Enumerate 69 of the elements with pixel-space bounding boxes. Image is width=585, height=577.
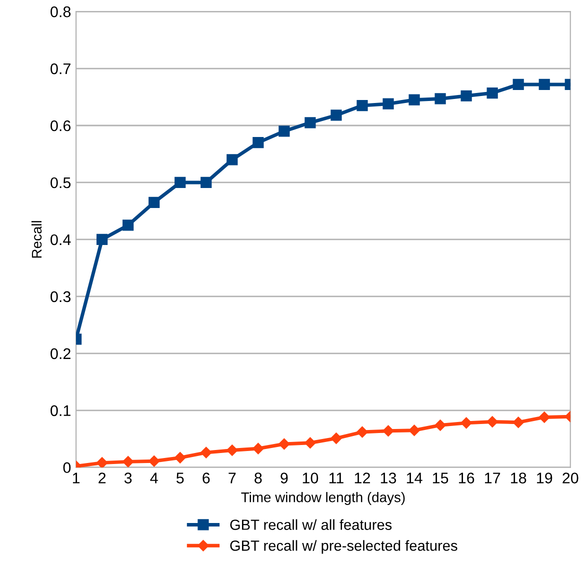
- y-tick-label: 0.8: [50, 6, 71, 18]
- point: [200, 176, 212, 188]
- y-tick-label: 0.3: [50, 291, 71, 302]
- x-tick-label: 10: [302, 472, 318, 484]
- legend-label: GBT recall w/ all features: [230, 519, 392, 530]
- point: [486, 416, 498, 428]
- point: [226, 444, 238, 456]
- point: [460, 417, 472, 429]
- point: [96, 234, 108, 246]
- point: [382, 425, 394, 437]
- y-tick-label: 0.4: [50, 234, 71, 246]
- y-tick-label: 0.1: [50, 405, 70, 416]
- y-tick-label: 0: [63, 462, 71, 474]
- x-tick-label: 15: [432, 472, 448, 484]
- x-tick-label: 11: [329, 472, 344, 484]
- point: [96, 457, 108, 468]
- x-tick-label: 13: [380, 472, 396, 484]
- point: [408, 94, 420, 106]
- point: [434, 420, 446, 431]
- point: [174, 176, 186, 188]
- point: [304, 117, 316, 128]
- point: [148, 455, 160, 467]
- point: [460, 90, 472, 102]
- x-tick-label: 1: [72, 472, 80, 484]
- point: [538, 412, 550, 423]
- x-tick-label: 4: [150, 472, 158, 484]
- point: [382, 98, 394, 110]
- x-tick-label: 20: [562, 472, 578, 484]
- x-tick-label: 12: [354, 472, 370, 484]
- point: [226, 154, 238, 166]
- x-tick-label: 16: [458, 472, 474, 484]
- point: [330, 432, 342, 444]
- point: [148, 196, 160, 208]
- y-tick-label: 0.5: [50, 177, 71, 188]
- x-tick-label: 8: [254, 472, 262, 484]
- point: [408, 424, 420, 436]
- point: [174, 452, 186, 464]
- x-tick-label: 3: [124, 472, 132, 484]
- x-tick-label: 14: [406, 472, 422, 484]
- point: [304, 437, 316, 448]
- point: [330, 110, 342, 121]
- point: [538, 78, 550, 90]
- x-tick-label: 7: [228, 472, 236, 484]
- point: [512, 78, 524, 90]
- x-tick-label: 2: [98, 472, 106, 484]
- point: [278, 126, 290, 137]
- x-tick-label: 19: [537, 472, 552, 484]
- point: [200, 446, 212, 458]
- x-tick-label: 17: [484, 472, 500, 484]
- x-tick-label: 6: [202, 472, 210, 484]
- y-tick-label: 0.2: [50, 348, 70, 360]
- x-tick-label: 5: [176, 472, 184, 484]
- point: [252, 137, 264, 148]
- point: [356, 100, 368, 112]
- y-axis-title: Recall: [31, 221, 42, 258]
- legend-label: GBT recall w/ pre-selected features: [230, 540, 458, 554]
- point: [252, 442, 264, 454]
- y-tick-label: 0.7: [50, 63, 70, 74]
- x-tick-label: 9: [280, 472, 288, 484]
- point: [512, 416, 524, 428]
- point: [434, 93, 446, 104]
- x-axis-title: Time window length (days): [241, 492, 405, 505]
- x-tick-label: 18: [511, 472, 526, 484]
- point: [278, 438, 290, 450]
- point: [356, 426, 368, 438]
- point: [486, 87, 498, 99]
- point: [122, 456, 134, 468]
- y-tick-label: 0.6: [50, 120, 71, 132]
- point: [122, 220, 134, 231]
